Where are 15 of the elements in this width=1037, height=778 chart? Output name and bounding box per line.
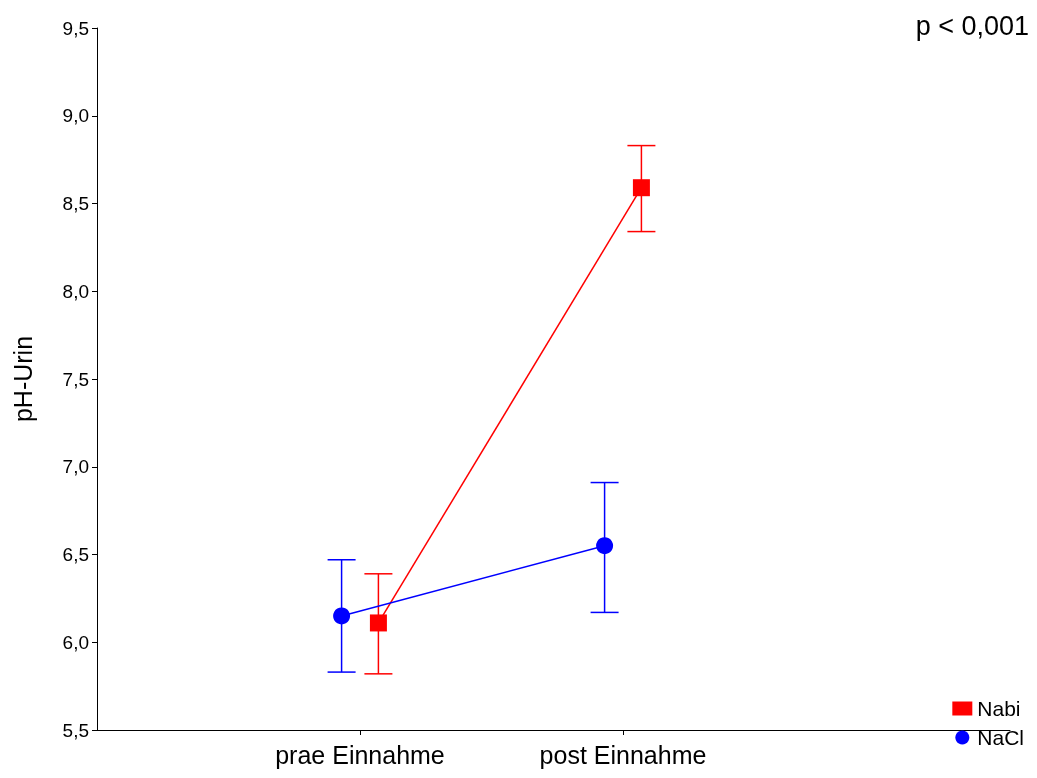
y-tick-label: 6,0 <box>62 631 89 653</box>
legend-label: Nabi <box>977 697 1021 720</box>
y-axis-title: pH-Urin <box>8 335 37 423</box>
text: p < 0,001 <box>915 10 1030 41</box>
y-tick-label: 7,0 <box>62 456 89 478</box>
x-tick-label: prae Einnahme <box>275 740 445 769</box>
y-tick-label: 6,5 <box>62 544 89 565</box>
y-tick-label: 5,5 <box>62 719 89 741</box>
legend-label: NaCl <box>977 726 1025 749</box>
x-tick-label: post Einnahme <box>539 740 707 769</box>
y-tick-label: 9,5 <box>62 17 89 39</box>
y-tick-label: 9,0 <box>62 105 89 127</box>
y-tick-label: 8,5 <box>62 193 89 214</box>
y-tick-label: 7,5 <box>62 368 89 390</box>
y-tick-label: 8,0 <box>62 280 89 302</box>
